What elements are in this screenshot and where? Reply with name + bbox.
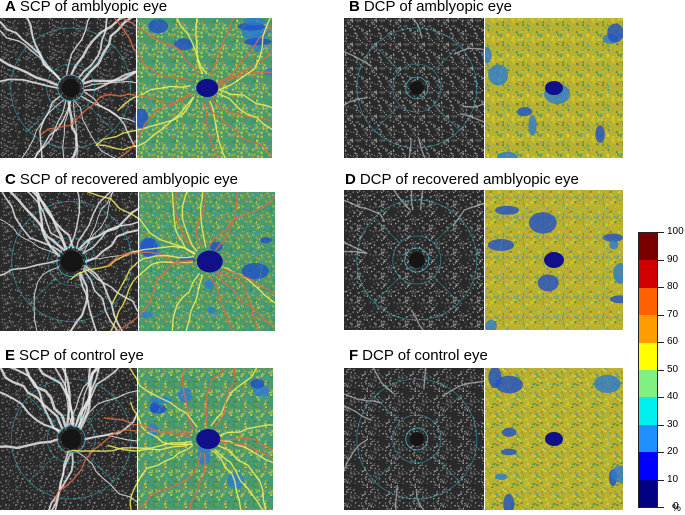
panel-b-caption: DCP of amblyopic eye: [363, 0, 512, 15]
colorbar-tick: [658, 507, 664, 508]
colorbar-tick: [658, 424, 664, 426]
colorbar-tick-label: 10: [667, 473, 679, 485]
colorbar-segment: [639, 452, 657, 481]
panel-e-caption: SCP of control eye: [19, 347, 144, 364]
octa-figure: [0, 18, 272, 158]
panel-f-letter: F: [349, 347, 359, 364]
colorbar-tick: [658, 369, 664, 371]
colorbar-tick-label: 50: [667, 363, 679, 375]
colorbar-tick-label: 70: [667, 308, 679, 320]
octa-figure: [0, 192, 275, 331]
panel-f-caption: DCP of control eye: [362, 347, 488, 364]
colorbar-tick-label: 0: [673, 501, 679, 512]
colorbar-tick-label: 60: [667, 336, 679, 347]
colorbar-segment: [639, 479, 657, 508]
panel-b-title: B DCP of amblyopic eye: [349, 0, 512, 16]
panel-e-letter: E: [5, 347, 16, 364]
panel-e-title: E SCP of control eye: [5, 347, 144, 365]
panel-a-letter: A: [5, 0, 16, 15]
panel-a-title: A SCP of amblyopic eye: [5, 0, 167, 16]
colorbar-tick: [658, 314, 664, 316]
panel-c-letter: C: [5, 171, 16, 188]
panel-b-letter: B: [349, 0, 360, 15]
colorbar-segment: [639, 397, 657, 426]
colorbar-tick: [658, 232, 664, 233]
colorbar-tick-label: 30: [667, 418, 679, 430]
panel-a-image: [0, 18, 272, 158]
panel-d-title: D DCP of recovered amblyopic eye: [345, 171, 579, 189]
colorbar-segment: [639, 287, 657, 316]
colorbar-tick-label: 100: [667, 226, 684, 237]
colorbar-tick: [658, 287, 664, 288]
panel-f-title: F DCP of control eye: [349, 347, 488, 365]
colorbar-segment: [639, 370, 657, 398]
panel-d-caption: DCP of recovered amblyopic eye: [359, 171, 579, 188]
colorbar-unit: %: [672, 503, 681, 514]
colorbar-segment: [639, 233, 657, 261]
density-colorbar: [638, 232, 658, 508]
panel-f-image: [344, 368, 623, 510]
octa-figure: [344, 190, 623, 330]
colorbar-segment: [639, 342, 657, 371]
colorbar-tick: [658, 259, 664, 261]
colorbar-segment: [639, 424, 657, 453]
panel-c-title: C SCP of recovered amblyopic eye: [5, 171, 238, 189]
panel-a-caption: SCP of amblyopic eye: [19, 0, 168, 15]
colorbar-tick-label: 20: [667, 446, 679, 457]
panel-b-image: [344, 18, 623, 158]
panel-d-image: [344, 190, 623, 330]
octa-figure: [344, 368, 623, 510]
panel-c-image: [0, 192, 275, 331]
colorbar-tick: [658, 397, 664, 398]
panel-e-image: [0, 368, 273, 510]
colorbar-segment: [639, 260, 657, 289]
colorbar-tick-label: 40: [667, 391, 679, 402]
colorbar-tick: [658, 479, 664, 481]
colorbar-tick: [658, 452, 664, 453]
colorbar-tick: [658, 342, 664, 343]
colorbar-tick-label: 80: [667, 281, 679, 292]
octa-figure: [344, 18, 623, 158]
panel-c-caption: SCP of recovered amblyopic eye: [19, 171, 239, 188]
colorbar-segment: [639, 315, 657, 344]
octa-figure: [0, 368, 273, 510]
panel-d-letter: D: [345, 171, 356, 188]
colorbar-tick-label: 90: [667, 253, 679, 265]
